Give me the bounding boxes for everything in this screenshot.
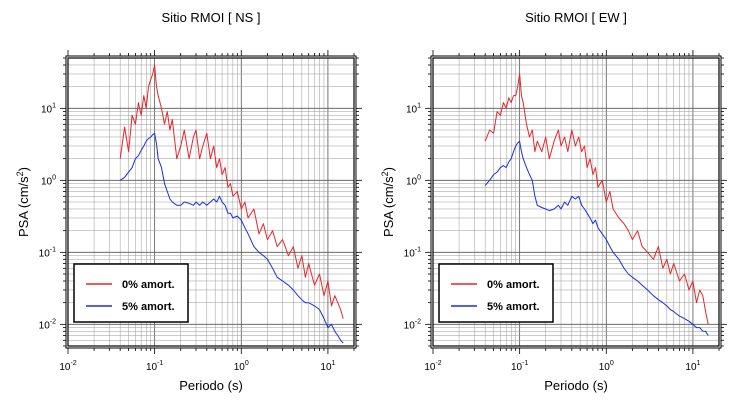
y-tick-label: 10-1 [39,246,56,259]
chart-panel-1: 10-2 10-1 100 101 10-2 10-1 100 101 Sitio RMOI [… [15,10,362,393]
plot-frame [67,57,355,347]
series-line-0pct [484,73,709,325]
x-tick-label: 10-1 [511,360,528,373]
y-tick-label: 101 [41,102,56,115]
ticks [425,50,727,354]
legend: 0% amort. 5% amort. [73,263,189,323]
series-line-5pct [119,132,344,344]
legend-label: 0% amort. [122,279,175,291]
y-tick-label: 101 [406,102,421,115]
plot-frame [432,57,720,347]
series-line-5pct [484,140,709,336]
x-tick-label: 101 [320,360,335,373]
legend-box [73,263,189,323]
chart-panel-2: 10-2 10-1 100 101 10-2 10-1 100 101 Sitio RMOI [… [380,10,727,393]
ticks [60,50,362,354]
x-tick-label: 10-1 [146,360,163,373]
legend-label: 5% amort. [487,301,540,313]
chart-title: Sitio RMOI [ EW ] [525,10,627,25]
series-line-0pct [119,64,344,319]
y-tick-label: 100 [41,174,56,187]
x-tick-label: 100 [599,360,614,373]
y-axis-label: PSA (cm/s2) [380,167,396,237]
legend: 0% amort. 5% amort. [438,263,554,323]
legend-label: 0% amort. [487,279,540,291]
y-tick-label: 10-1 [404,246,421,259]
x-tick-label: 100 [234,360,249,373]
x-tick-label: 10-2 [424,360,441,373]
legend-label: 5% amort. [122,301,175,313]
y-tick-label: 10-2 [39,318,56,331]
y-tick-label: 100 [406,174,421,187]
chart-title: Sitio RMOI [ NS ] [162,10,261,25]
x-tick-label: 10-2 [59,360,76,373]
y-axis-label: PSA (cm/s2) [15,167,31,237]
y-tick-label: 10-2 [404,318,421,331]
x-tick-label: 101 [685,360,700,373]
x-axis-label: Periodo (s) [179,378,243,393]
legend-box [438,263,554,323]
x-axis-label: Periodo (s) [544,378,608,393]
